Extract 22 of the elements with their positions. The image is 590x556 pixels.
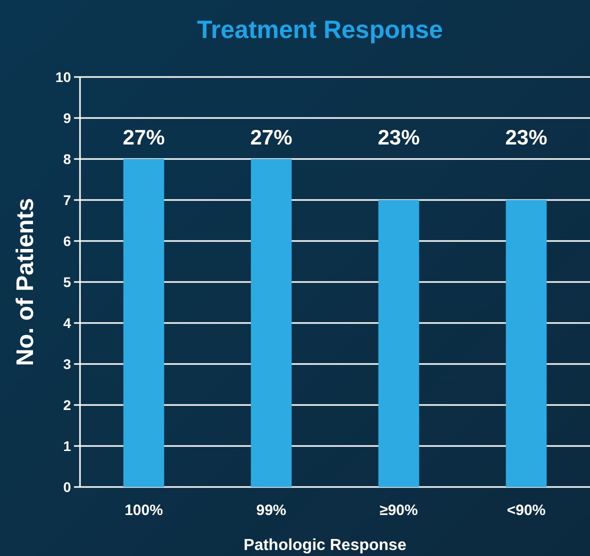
y-tick-label: 1 xyxy=(63,438,72,454)
x-axis-title: Pathologic Response xyxy=(244,537,406,554)
y-tick-label: 5 xyxy=(63,274,72,290)
y-tick-label: 0 xyxy=(63,478,72,495)
annotation: 27% xyxy=(122,126,166,150)
annotation: 23% xyxy=(378,126,420,150)
x-tick-label: 100% xyxy=(124,502,163,519)
x-tick-label: ≥90% xyxy=(380,502,418,519)
y-tick-label: 8 xyxy=(63,150,72,167)
annotation: 27% xyxy=(250,126,293,150)
y-tick-label: 10 xyxy=(55,68,72,85)
y-tick-label: 3 xyxy=(63,356,72,372)
annotation: 23% xyxy=(505,126,548,150)
y-tick-label: 2 xyxy=(63,396,72,413)
y-tick-label: 9 xyxy=(63,110,72,126)
x-tick-label: 99% xyxy=(256,502,286,519)
y-tick-label: 4 xyxy=(63,314,72,331)
chart-title: Treatment Response xyxy=(197,16,444,44)
y-tick-label: 7 xyxy=(63,192,72,208)
y-axis-title: No. of Patients xyxy=(12,198,39,366)
x-tick-label: <90% xyxy=(506,502,546,519)
y-tick-label: 6 xyxy=(63,232,72,249)
